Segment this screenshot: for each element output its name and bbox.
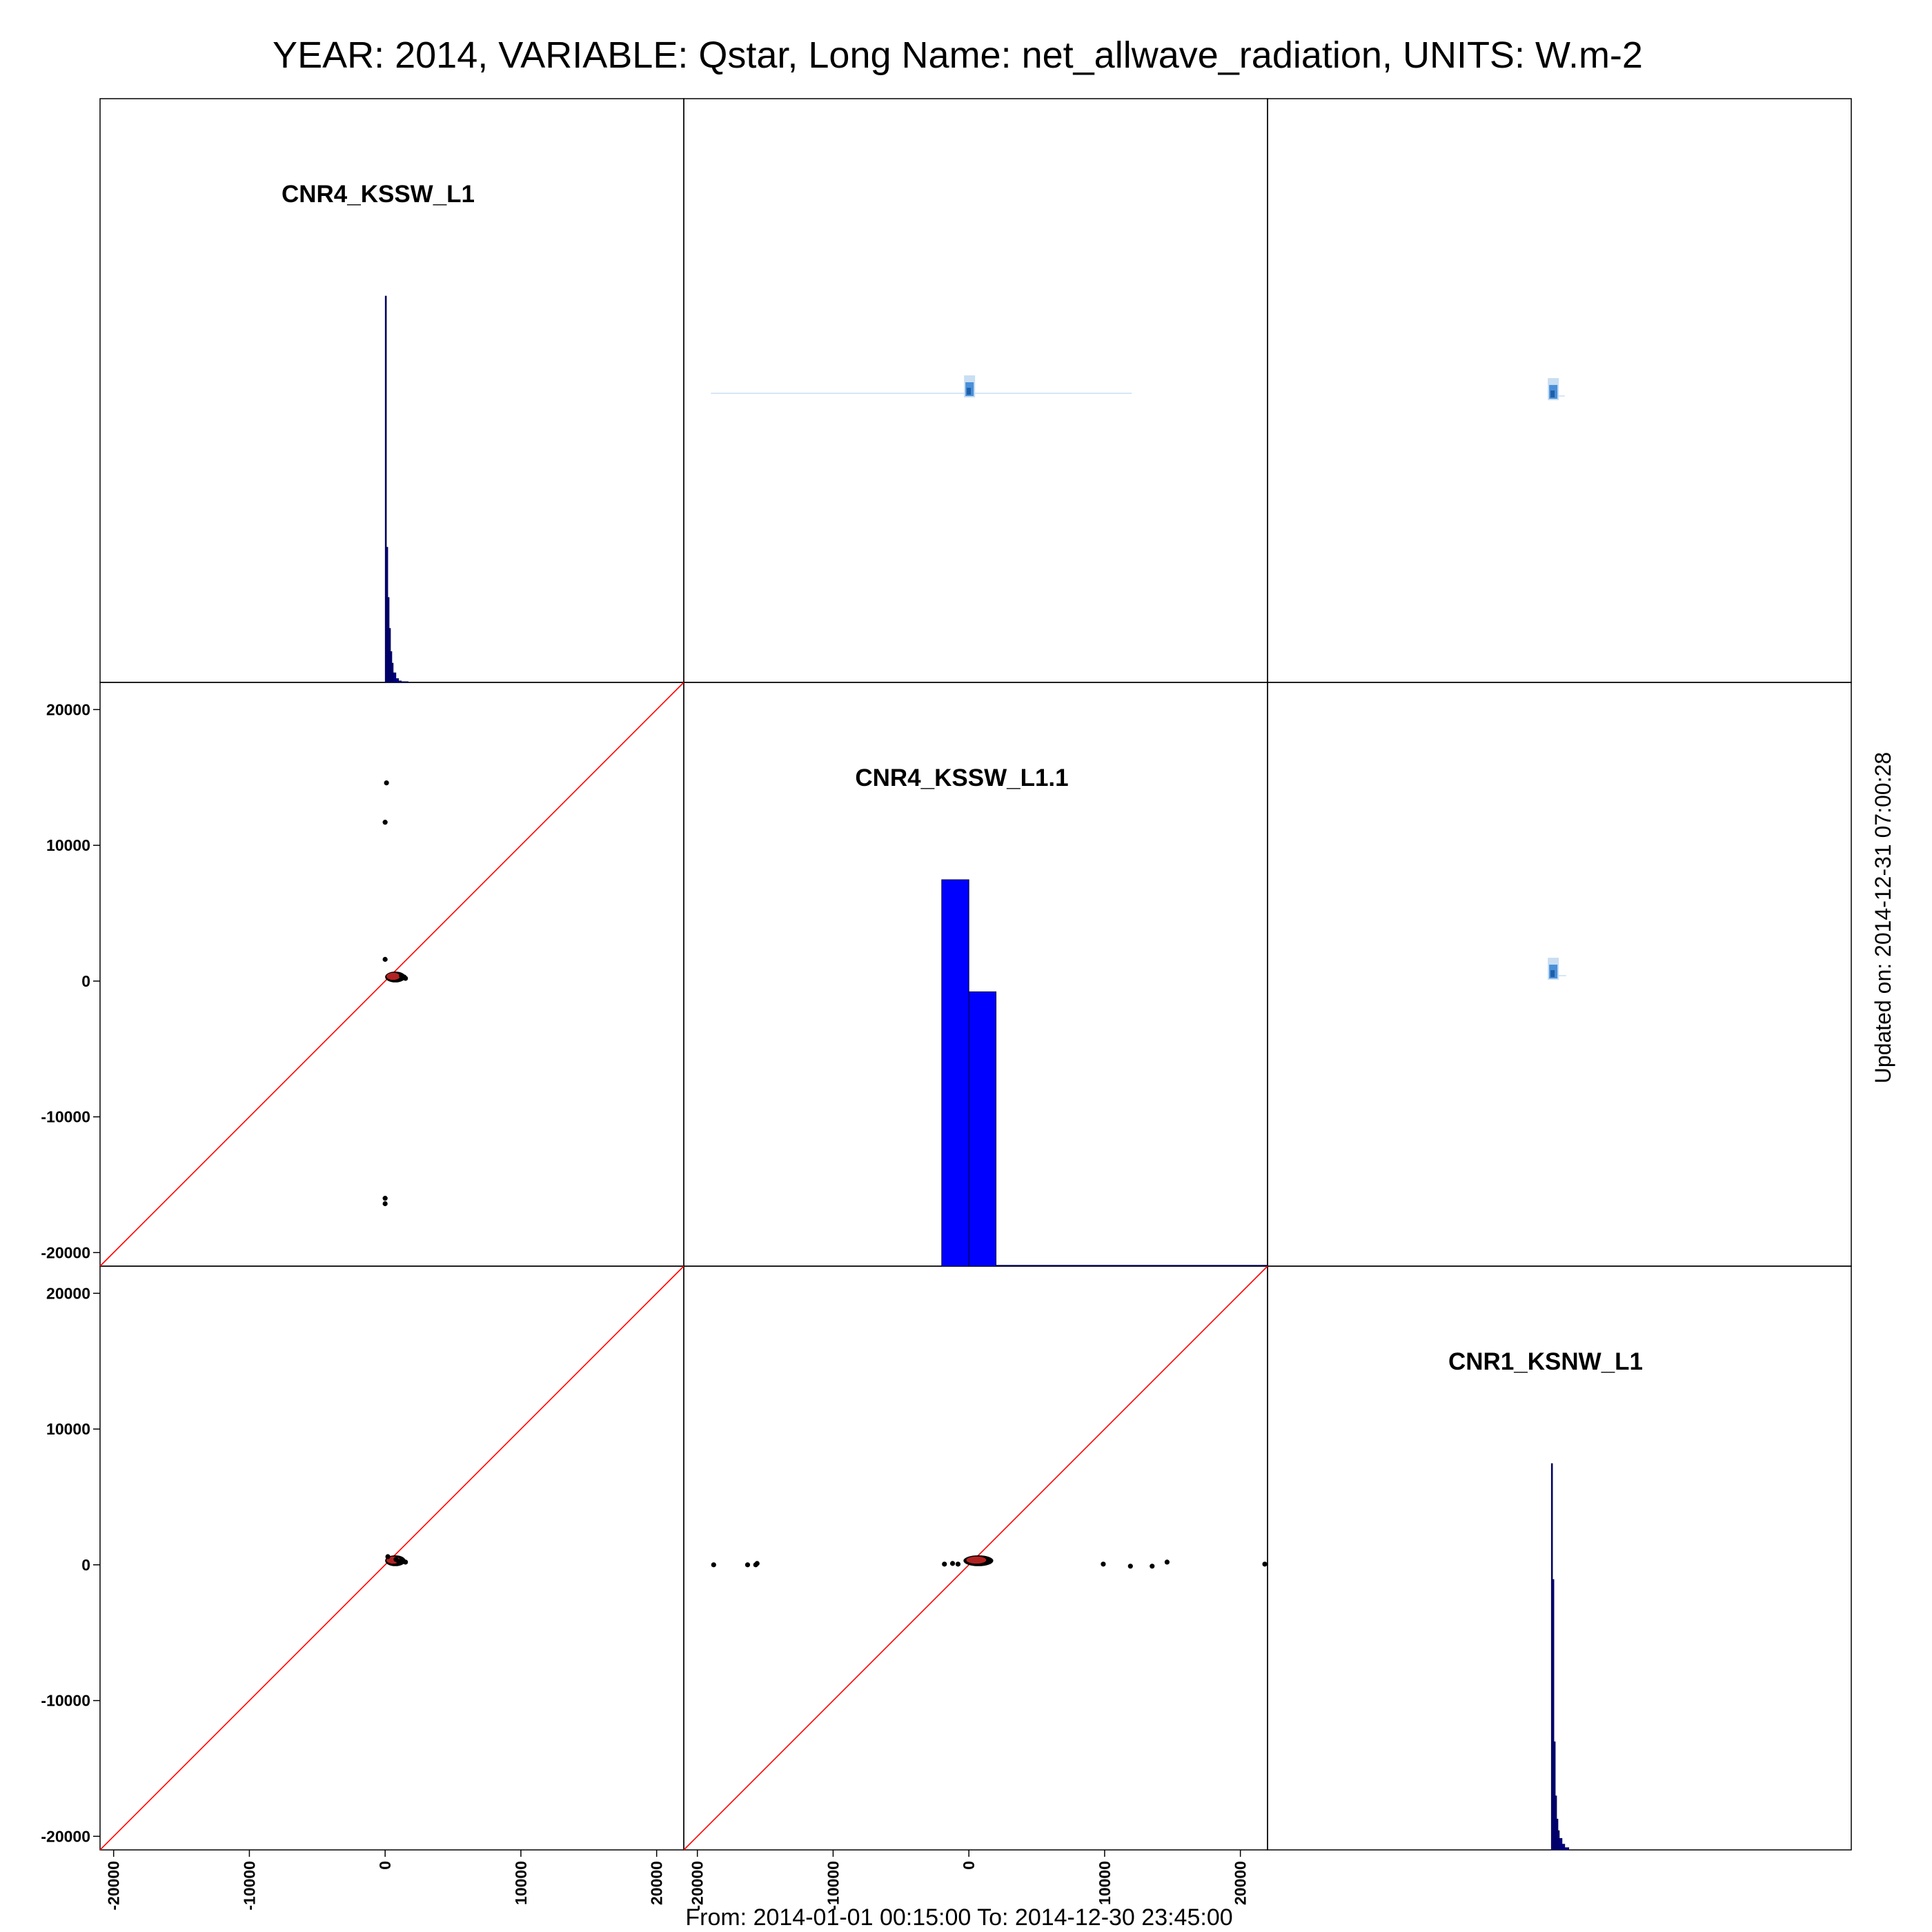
histogram-panel-cnr4-kssw-l1-1: CNR4_KSSW_L1.1 [855, 765, 1268, 1267]
figure-title: YEAR: 2014, VARIABLE: Qstar, Long Name: … [273, 34, 1643, 76]
scatter-point-10 [1150, 1564, 1155, 1569]
scatter-point-9 [1127, 1564, 1133, 1569]
panel-label-cnr4-kssw-l1-1: CNR4_KSSW_L1.1 [855, 765, 1068, 791]
x-tick-label: -20000 [105, 1861, 123, 1911]
y-tick-label: -10000 [41, 1692, 90, 1710]
date-range-label: From: 2014-01-01 00:15:00 To: 2014-12-30… [685, 1904, 1232, 1931]
density-peak [1550, 390, 1555, 397]
scatter-point-5 [382, 1201, 388, 1207]
x-tick-label: 0 [960, 1861, 978, 1870]
histogram-bar-8 [1561, 1844, 1566, 1851]
panel-label-cnr1-ksnw-l1: CNR1_KSNW_L1 [1448, 1348, 1643, 1375]
y-tick-label: 10000 [46, 1420, 90, 1438]
dense-point-core [386, 972, 400, 980]
y-tick-label: 20000 [46, 700, 90, 718]
histogram-bar-3 [996, 1265, 1268, 1267]
x-axis-col-2: -20000 -10000 0 10000 20000 [689, 1850, 1250, 1911]
y-tick-label: -10000 [41, 1108, 90, 1126]
scatter-point-4 [382, 1196, 388, 1201]
scatter-point-8 [1101, 1561, 1106, 1567]
histogram-panel-cnr4-kssw-l1: CNR4_KSSW_L1 [282, 181, 475, 683]
scatter-point-4 [754, 1561, 760, 1566]
histogram-bar-1 [941, 879, 969, 1267]
x-tick-label: 20000 [648, 1861, 666, 1905]
x-tick-label: 20000 [1232, 1861, 1250, 1905]
panel-label-cnr4-kssw-l1: CNR4_KSSW_L1 [282, 181, 475, 208]
scatter-point-2 [382, 820, 388, 825]
histogram-bar-7 [393, 672, 397, 683]
density-peak [1550, 970, 1555, 978]
y-tick-label: 20000 [46, 1284, 90, 1302]
histogram-bar-7 [1559, 1837, 1563, 1851]
histogram-bar-2 [1552, 1579, 1555, 1851]
scatter-panel-cnr1-ksnw-l1-vs-cnr4-kssw-l1 [99, 1265, 684, 1851]
scatter-point-8 [403, 976, 408, 981]
scatter-point-5 [942, 1561, 947, 1567]
panels-layer: CNR4_KSSW_L1 CNR4_KSSW_L1.1 CNR1_KSNW_L1 [99, 98, 1852, 1851]
scatter-point-2 [745, 1562, 751, 1568]
scatter-point-3 [403, 1559, 408, 1565]
density-panel-cnr4-kssw-l1-vs-cnr4-kssw-l1-1 [711, 375, 1132, 397]
histogram-bar-9 [398, 680, 402, 683]
scatter-panel-cnr4-kssw-l1-1-vs-cnr4-kssw-l1 [99, 682, 684, 1267]
histogram-bar-9 [1564, 1847, 1570, 1851]
updated-on-label: Updated on: 2014-12-31 07:00:28 [1871, 752, 1895, 1083]
x-tick-label: 10000 [512, 1861, 530, 1905]
axis-ticks-layer: -20000 -10000 0 10000 20000 -20000 -10000 0 1000… [41, 700, 1249, 1910]
scatter-point-11 [1164, 1559, 1170, 1565]
histogram-panel-cnr1-ksnw-l1: CNR1_KSNW_L1 [1448, 1348, 1643, 1851]
scatter-point-6 [949, 1561, 956, 1566]
scatter-point-12 [1262, 1561, 1268, 1567]
scatter-point-5 [393, 1557, 399, 1562]
density-peak [967, 388, 972, 395]
y-tick-label: 0 [81, 972, 90, 990]
x-tick-label: -10000 [240, 1861, 258, 1911]
x-axis-col-1: -20000 -10000 0 10000 20000 [105, 1850, 666, 1911]
scatter-point-3 [382, 956, 388, 962]
scatter-point-1 [711, 1562, 716, 1568]
scatter-panel-cnr1-ksnw-l1-vs-cnr4-kssw-l1-1 [683, 1265, 1268, 1851]
dense-point-core [966, 1556, 987, 1564]
y-tick-label: 0 [81, 1556, 90, 1574]
scatter-point-4 [385, 1554, 391, 1559]
x-tick-label: -10000 [824, 1861, 842, 1911]
y-tick-label: -20000 [41, 1243, 90, 1261]
x-tick-label: 10000 [1096, 1861, 1114, 1905]
y-axis-row-2: -20000 -10000 0 10000 20000 [41, 700, 100, 1261]
y-axis-row-3: -20000 -10000 0 10000 20000 [41, 1284, 100, 1845]
y-tick-label: -20000 [41, 1827, 90, 1845]
histogram-bar-2 [968, 991, 997, 1267]
y-tick-label: 10000 [46, 836, 90, 854]
histogram-bar-1 [384, 295, 387, 683]
density-panel-cnr4-kssw-l1-vs-cnr1-ksnw-l1 [1548, 377, 1565, 400]
density-panel-cnr4-kssw-l1-1-vs-cnr1-ksnw-l1 [1548, 958, 1566, 980]
scatter-point-1 [384, 780, 389, 786]
x-tick-label: -20000 [689, 1861, 707, 1911]
x-tick-label: 0 [376, 1861, 394, 1870]
histogram-bar-8 [395, 678, 400, 683]
scatter-point-7 [955, 1561, 961, 1567]
